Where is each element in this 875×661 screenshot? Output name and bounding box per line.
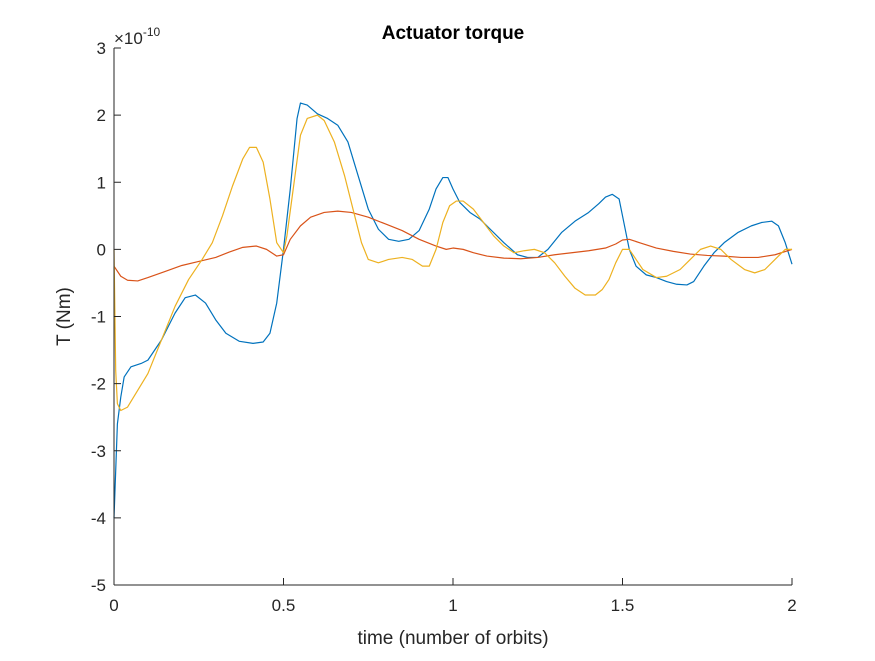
y-axis-label: T (Nm) [54, 287, 75, 346]
series-line-3 [113, 114, 792, 412]
chart-title: Actuator torque [382, 23, 525, 44]
y-tick-label: -1 [91, 308, 106, 327]
y-tick-label: -4 [91, 509, 106, 528]
y-exponent-label: ×10-10 [114, 25, 161, 48]
y-tick-label: 0 [97, 240, 106, 259]
x-tick-label: 0 [109, 596, 118, 615]
x-axis-label: time (number of orbits) [357, 628, 548, 649]
y-tick-label: 3 [97, 39, 106, 58]
y-tick-label: -3 [91, 442, 106, 461]
y-tick-label: -5 [91, 576, 106, 595]
x-tick-label: 2 [787, 596, 796, 615]
y-ticks: -5 -4 -3 -2 -1 0 1 2 3 [91, 39, 121, 595]
y-exponent-base: ×10 [114, 29, 143, 48]
y-exponent-power: -10 [143, 25, 161, 39]
x-ticks: 0 0.5 1 1.5 2 [109, 578, 797, 615]
y-tick-label: 2 [97, 106, 106, 125]
series-line-2 [113, 210, 793, 282]
x-tick-label: 1.5 [611, 596, 635, 615]
axes-layer [113, 48, 792, 586]
x-tick-label: 1 [448, 596, 457, 615]
y-tick-label: 1 [97, 173, 106, 192]
y-tick-label: -2 [91, 375, 106, 394]
x-tick-label: 0.5 [272, 596, 296, 615]
series-line-1 [113, 102, 793, 518]
series-layer [113, 102, 793, 518]
